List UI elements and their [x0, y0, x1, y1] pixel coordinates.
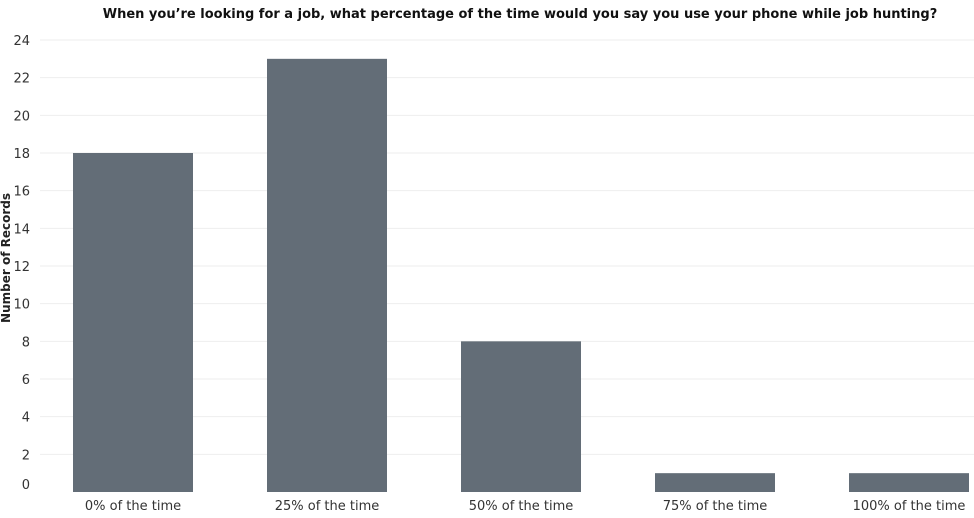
bars	[73, 58, 969, 492]
y-tick-label: 10	[13, 298, 30, 313]
x-category-label: 75% of the time	[663, 499, 768, 514]
y-tick-label: 0	[22, 478, 30, 493]
y-tick-label: 4	[22, 411, 30, 426]
gridlines	[40, 39, 974, 455]
y-tick-label: 16	[13, 185, 30, 200]
x-category-label: 50% of the time	[469, 499, 574, 514]
x-category-label: 100% of the time	[853, 499, 966, 514]
y-tick-label: 14	[13, 222, 30, 237]
bar	[267, 58, 387, 492]
y-tick-label: 6	[22, 373, 30, 388]
bar	[73, 153, 193, 492]
y-tick-label: 20	[13, 109, 30, 124]
x-category-label: 0% of the time	[85, 499, 181, 514]
bar	[655, 473, 775, 492]
y-tick-label: 8	[22, 335, 30, 350]
y-axis-label: Number of Records	[0, 193, 13, 323]
y-tick-label: 24	[13, 34, 30, 49]
chart-title: When you’re looking for a job, what perc…	[103, 7, 938, 22]
y-tick-label: 18	[13, 147, 30, 162]
x-axis-categories: 0% of the time 25% of the time 50% of the …	[85, 499, 966, 514]
x-category-label: 25% of the time	[275, 499, 380, 514]
bar	[849, 473, 969, 492]
y-tick-label: 22	[13, 72, 30, 87]
y-tick-label: 2	[22, 448, 30, 463]
y-tick-label: 12	[13, 260, 30, 275]
bar	[461, 341, 581, 492]
